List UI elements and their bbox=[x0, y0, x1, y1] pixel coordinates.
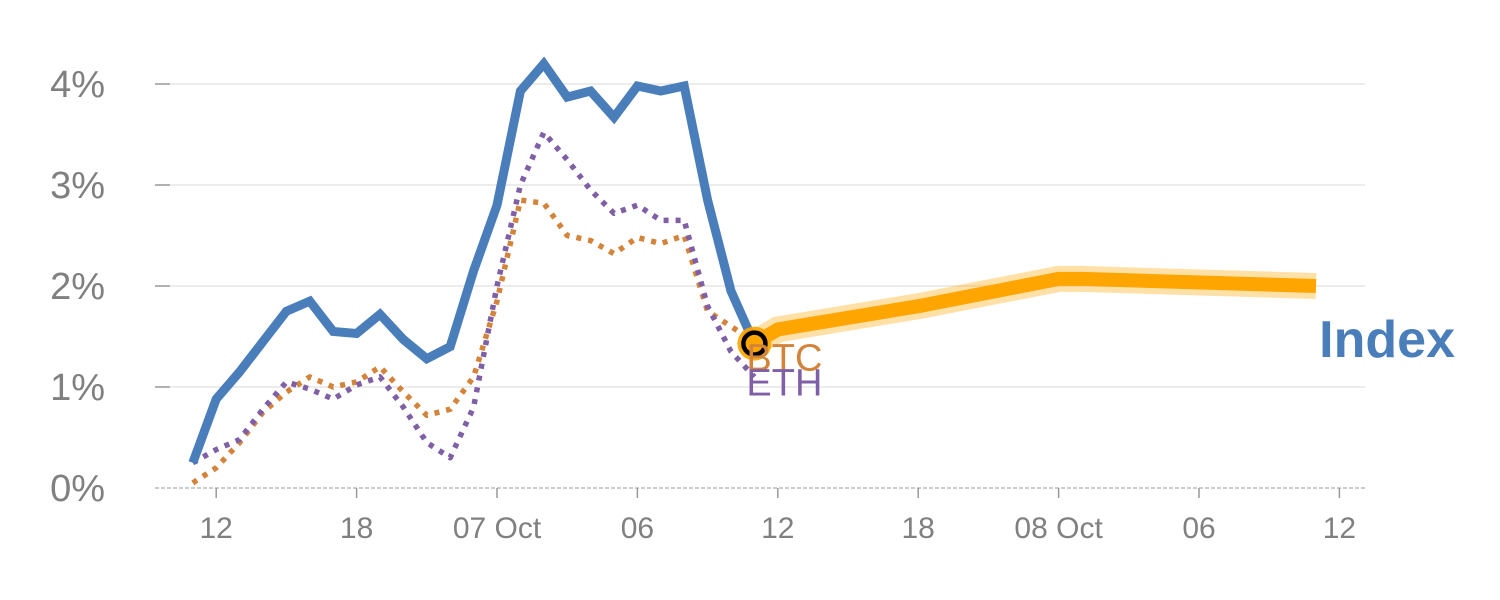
y-tick-label: 1% bbox=[50, 367, 105, 409]
x-axis: 12 18 07 Oct 06 12 18 08 Oct 06 12 bbox=[155, 487, 1365, 545]
y-tick-label: 4% bbox=[50, 64, 105, 106]
x-tick-label: 12 bbox=[1323, 512, 1356, 545]
x-tick-label: 06 bbox=[1182, 512, 1215, 545]
series-index-line bbox=[188, 56, 759, 465]
y-tick-label: 0% bbox=[50, 468, 105, 510]
join-marker bbox=[741, 330, 768, 357]
plot-area bbox=[188, 56, 1317, 486]
label-btc: BTC bbox=[746, 338, 822, 380]
series-btc-line bbox=[191, 197, 756, 486]
x-tick-label: 18 bbox=[902, 512, 935, 545]
x-tick-label: 18 bbox=[340, 512, 373, 545]
series-eth-line bbox=[191, 129, 757, 466]
label-index: Index bbox=[1319, 311, 1455, 369]
x-tick-label: 12 bbox=[200, 512, 233, 545]
y-axis: 0% 1% 2% 3% 4% bbox=[50, 64, 170, 510]
series-forecast-line bbox=[750, 271, 1317, 350]
x-tick-label: 07 Oct bbox=[453, 512, 542, 545]
x-tick-label: 12 bbox=[761, 512, 794, 545]
x-tick-label: 06 bbox=[621, 512, 654, 545]
y-tick-label: 3% bbox=[50, 165, 105, 207]
y-tick-label: 2% bbox=[50, 266, 105, 308]
label-eth: ETH bbox=[746, 363, 822, 405]
x-tick-label: 08 Oct bbox=[1014, 512, 1103, 545]
